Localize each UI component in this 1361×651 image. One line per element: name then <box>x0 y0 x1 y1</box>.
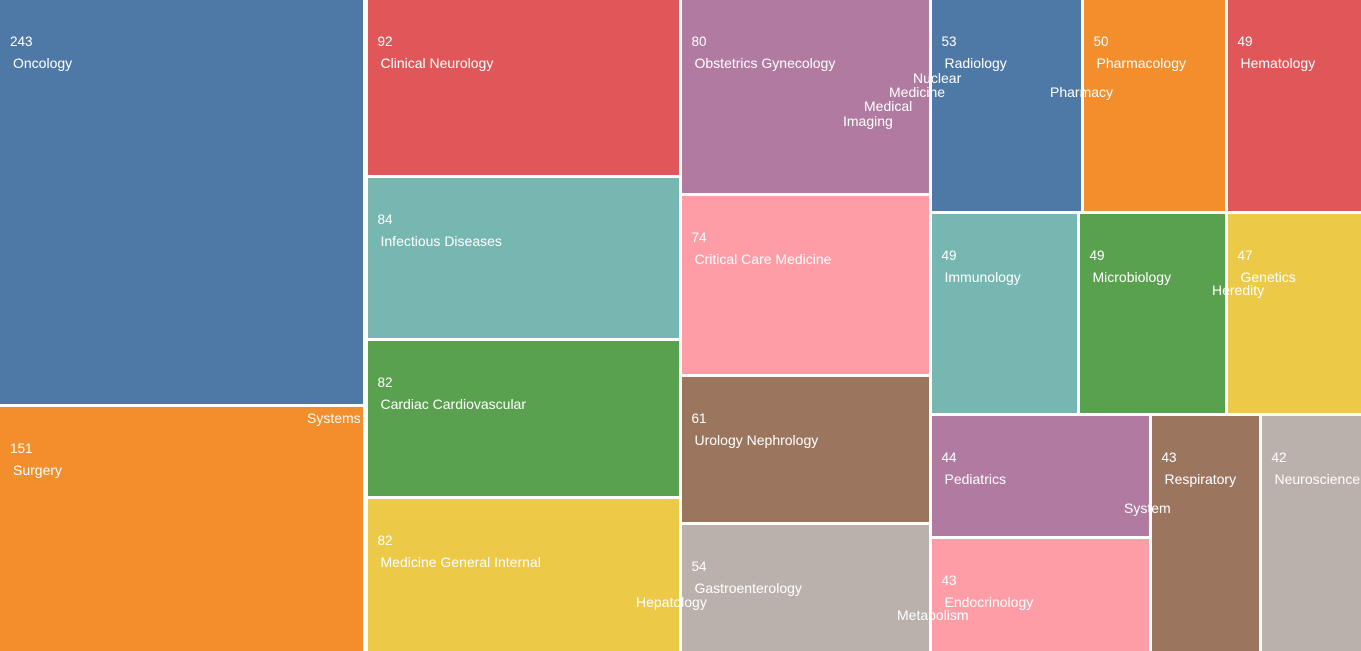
treemap-cell-critical-care-medicine: 74 Critical Care Medicine <box>681 195 929 374</box>
treemap-category-label: Radiology <box>944 55 1007 71</box>
treemap-value-label: 42 <box>1271 449 1287 465</box>
treemap-value-label: 74 <box>691 229 707 245</box>
treemap-cell-cardiac-cardiovascular: 82 Cardiac Cardiovascular <box>367 340 679 496</box>
treemap-value-label: 54 <box>691 558 707 574</box>
treemap-value-label: 61 <box>691 410 707 426</box>
treemap-category-label: Hematology <box>1240 55 1316 71</box>
treemap-value-label: 92 <box>377 34 393 49</box>
treemap-value-label: 44 <box>941 449 957 465</box>
treemap-category-label: Medicine General Internal <box>380 553 541 570</box>
treemap-value-label: 43 <box>1161 449 1177 465</box>
treemap-category-label: Endocrinology <box>944 593 1034 610</box>
treemap-cell-immunology: 49 Immunology <box>931 213 1077 413</box>
treemap-cell-genetics: 47 Genetics <box>1227 213 1361 413</box>
treemap-cell-pharmacology: 50 Pharmacology <box>1083 0 1225 211</box>
treemap-category-label: Obstetrics Gynecology <box>694 55 836 71</box>
treemap-cell-neuroscience: 42 Neuroscience <box>1261 415 1361 651</box>
treemap-cell-medicine-general-internal: 82 Medicine General Internal <box>367 498 679 651</box>
treemap-category-label: Clinical Neurology <box>380 55 494 71</box>
treemap-cell-hematology: 49 Hematology <box>1227 0 1361 211</box>
treemap-value-label: 82 <box>377 532 393 548</box>
treemap-category-label: Urology Nephrology <box>694 431 819 448</box>
treemap-value-label: 49 <box>941 247 957 263</box>
treemap-category-label: Infectious Diseases <box>380 232 502 249</box>
treemap-cell-oncology: 243 Oncology <box>0 0 363 404</box>
treemap-cell-obstetrics-gynecology: 80 Obstetrics Gynecology <box>681 0 929 193</box>
treemap-value-label: 50 <box>1093 34 1109 49</box>
treemap-cell-endocrinology: 43 Endocrinology <box>931 538 1149 651</box>
treemap-cell-microbiology: 49 Microbiology <box>1079 213 1225 413</box>
treemap-category-label: Surgery <box>13 461 63 478</box>
treemap-value-label: 47 <box>1237 247 1253 263</box>
treemap-value-label: 84 <box>377 211 393 227</box>
treemap-value-label: 80 <box>691 34 707 49</box>
treemap-cell-urology-nephrology: 61 Urology Nephrology <box>681 376 929 522</box>
treemap-category-label: Oncology <box>13 55 73 71</box>
treemap-category-label: Immunology <box>944 268 1021 285</box>
treemap-cell-pediatrics: 44 Pediatrics <box>931 415 1149 536</box>
treemap-category-label: Critical Care Medicine <box>694 250 832 267</box>
treemap-category-label: Microbiology <box>1092 268 1172 285</box>
treemap-value-label: 82 <box>377 374 393 390</box>
treemap-cell-gastroenterology: 54 Gastroenterology <box>681 524 929 651</box>
treemap-value-label: 49 <box>1237 34 1253 49</box>
treemap-category-label: Respiratory <box>1164 470 1237 487</box>
treemap-cell-surgery: 151 Surgery <box>0 406 363 651</box>
treemap-category-label: Pharmacology <box>1096 55 1187 71</box>
treemap-value-label: 243 <box>10 34 33 49</box>
treemap-cell-respiratory: 43 Respiratory <box>1151 415 1259 651</box>
treemap-cell-clinical-neurology: 92 Clinical Neurology <box>367 0 679 175</box>
treemap-category-label: Neuroscience <box>1274 470 1361 487</box>
treemap-category-label: Pediatrics <box>944 470 1006 487</box>
treemap-category-label: Genetics <box>1240 268 1296 285</box>
treemap-value-label: 151 <box>10 440 33 456</box>
treemap-cell-radiology: 53 Radiology <box>931 0 1081 211</box>
treemap-cell-infectious-diseases: 84 Infectious Diseases <box>367 177 679 338</box>
treemap-category-label: Cardiac Cardiovascular <box>380 395 527 412</box>
treemap-value-label: 53 <box>941 34 957 49</box>
treemap-category-label: Gastroenterology <box>694 579 802 596</box>
treemap-value-label: 43 <box>941 572 957 588</box>
treemap-value-label: 49 <box>1089 247 1105 263</box>
